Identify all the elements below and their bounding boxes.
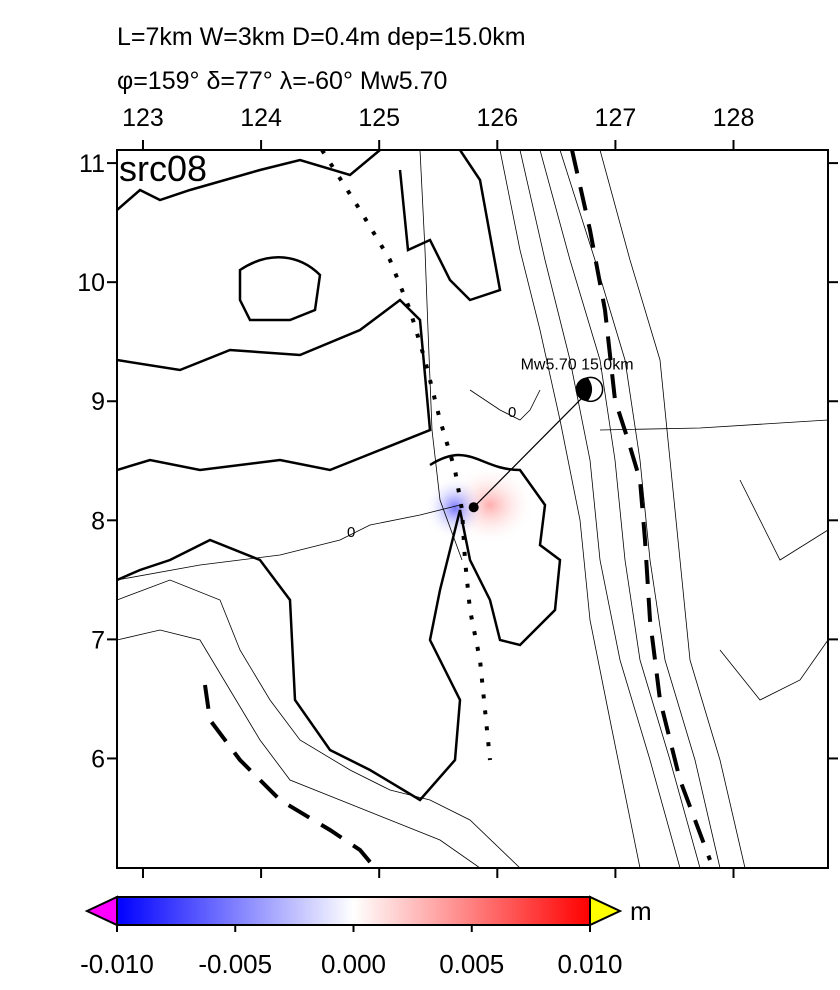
trench bbox=[320, 150, 492, 761]
colorbar-tick-label: -0.010 bbox=[80, 949, 154, 979]
colorbar-tick-label: 0.005 bbox=[439, 949, 504, 979]
header-line1: L=7km W=3km D=0.4m dep=15.0km bbox=[117, 23, 526, 51]
coast bbox=[238, 256, 322, 322]
y-tick-label: 9 bbox=[91, 388, 105, 416]
colorbar-under bbox=[84, 895, 118, 927]
trench bbox=[203, 150, 712, 868]
x-tick-label: 125 bbox=[358, 104, 400, 132]
map-layers: 0 0 bbox=[117, 150, 828, 868]
contour bbox=[117, 389, 541, 581]
colorbar-over bbox=[589, 895, 623, 927]
mechanism-label: Mw5.70 15.0km bbox=[521, 356, 634, 373]
map-frame bbox=[116, 149, 829, 869]
x-tick-label: 123 bbox=[122, 104, 164, 132]
coast bbox=[117, 150, 502, 302]
y-tick-label: 10 bbox=[77, 269, 105, 297]
x-tick-label: 127 bbox=[595, 104, 637, 132]
colorbar-tick-label: 0.010 bbox=[557, 949, 622, 979]
contour bbox=[499, 150, 746, 868]
contour bbox=[419, 150, 463, 561]
deformation-negative bbox=[425, 476, 485, 540]
leader-line bbox=[473, 388, 592, 508]
y-tick-label: 8 bbox=[91, 507, 105, 535]
contour-label: 0 bbox=[347, 524, 355, 541]
contour bbox=[117, 419, 828, 868]
map-label: src08 bbox=[119, 148, 207, 189]
colorbar bbox=[116, 896, 591, 926]
header-line2: φ=159° δ=77° λ=-60° Mw5.70 bbox=[117, 67, 447, 95]
x-tick-label: 128 bbox=[713, 104, 755, 132]
epicenter bbox=[468, 502, 479, 513]
colorbar-tick-label: 0.000 bbox=[321, 949, 386, 979]
coast bbox=[117, 453, 562, 802]
coast bbox=[117, 298, 432, 472]
y-tick-label: 7 bbox=[91, 626, 105, 654]
x-tick-label: 124 bbox=[240, 104, 282, 132]
colorbar-tick-label: -0.005 bbox=[198, 949, 272, 979]
contour-label: 0 bbox=[508, 404, 516, 421]
focal-mechanism-quadrant bbox=[575, 377, 593, 402]
x-tick-label: 126 bbox=[476, 104, 518, 132]
colorbar-unit: m bbox=[630, 896, 652, 926]
y-tick-label: 11 bbox=[79, 150, 105, 178]
y-tick-label: 6 bbox=[91, 745, 105, 773]
